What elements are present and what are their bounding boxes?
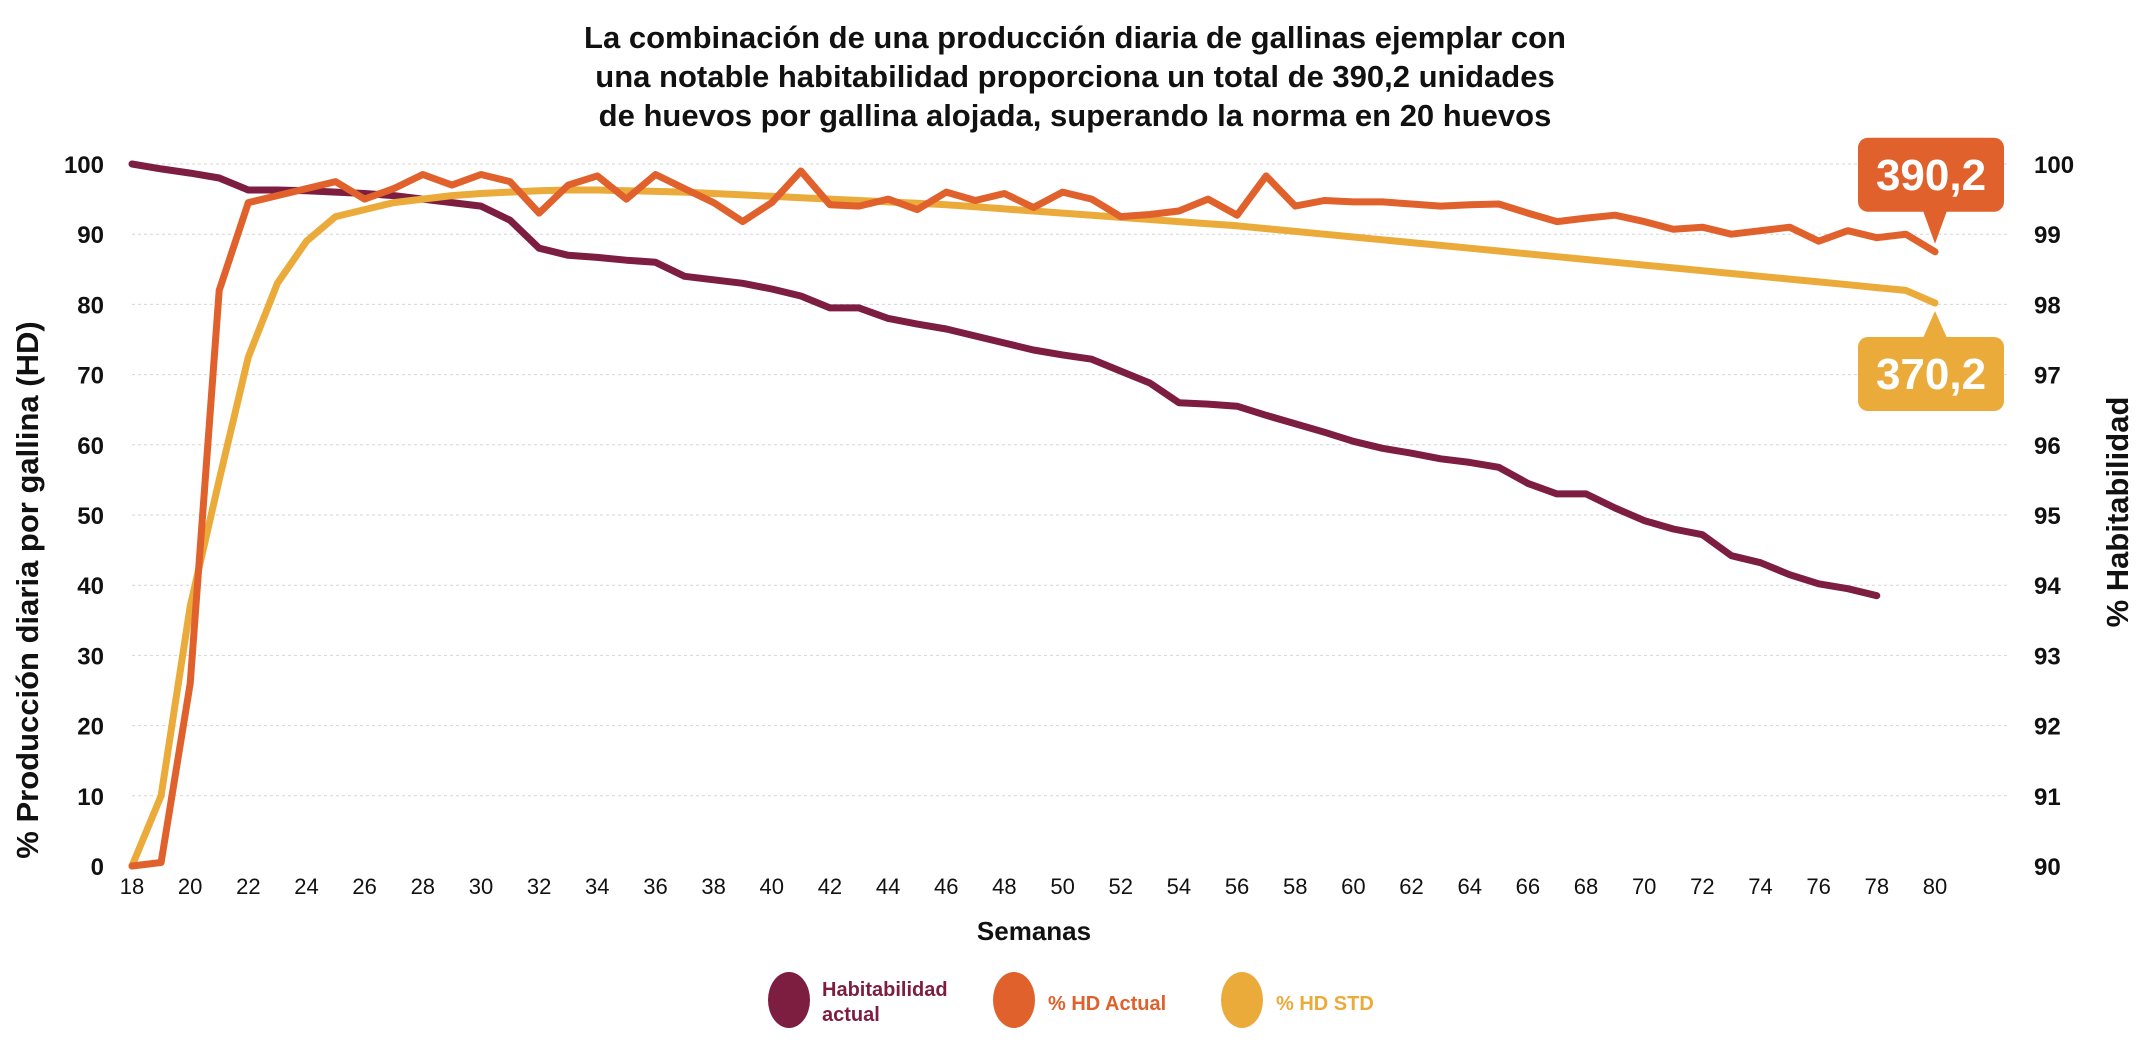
x-tick-label: 44: [876, 874, 900, 899]
y2-tick-label: 95: [2034, 503, 2061, 530]
x-tick-label: 68: [1574, 874, 1598, 899]
x-tick-label: 50: [1050, 874, 1074, 899]
title-line-2: una notable habitabilidad proporciona un…: [595, 59, 1554, 94]
x-tick-label: 70: [1632, 874, 1656, 899]
y-axis-left-title: % Producción diaria por gallina (HD): [10, 321, 45, 858]
x-tick-label: 58: [1283, 874, 1307, 899]
title-line-1: La combinación de una producción diaria …: [584, 20, 1566, 55]
x-tick-label: 42: [818, 874, 842, 899]
x-tick-label: 60: [1341, 874, 1365, 899]
callout-box: [1858, 137, 2004, 212]
callout-value: 370,2: [1876, 350, 1986, 399]
legend-item-hd-actual: % HD Actual: [993, 972, 1166, 1028]
x-tick-label: 54: [1167, 874, 1191, 899]
y2-tick-label: 99: [2034, 222, 2061, 249]
x-tick-label: 18: [120, 874, 144, 899]
legend-label-habitabilidad-line1: Habitabilidad: [822, 979, 948, 1001]
x-tick-label: 40: [760, 874, 784, 899]
y-tick-label: 20: [77, 714, 104, 741]
x-tick-label: 46: [934, 874, 958, 899]
y2-tick-label: 96: [2034, 433, 2061, 460]
legend-egg-icon-habitabilidad: [768, 972, 810, 1028]
x-tick-label: 56: [1225, 874, 1249, 899]
x-tick-label: 38: [701, 874, 725, 899]
legend-label-habitabilidad-line2: actual: [822, 1004, 880, 1026]
chart-title: La combinación de una producción diaria …: [584, 20, 1566, 133]
y-tick-label: 70: [77, 363, 104, 390]
x-tick-label: 74: [1748, 874, 1772, 899]
legend-egg-icon-hd-std: [1221, 972, 1263, 1028]
x-tick-label: 20: [178, 874, 202, 899]
y2-tick-label: 90: [2034, 854, 2061, 881]
legend-item-hd-std: % HD STD: [1221, 972, 1374, 1028]
y-axis-left-ticks: 0 10 20 30 40 50 60 70 80 90 100: [64, 152, 104, 881]
x-tick-label: 36: [643, 874, 667, 899]
x-tick-label: 76: [1806, 874, 1830, 899]
y-tick-label: 60: [77, 433, 104, 460]
y2-tick-label: 93: [2034, 643, 2061, 670]
x-tick-label: 64: [1457, 874, 1481, 899]
callout-pointer: [1923, 310, 1947, 338]
x-tick-label: 66: [1516, 874, 1540, 899]
y-tick-label: 90: [77, 222, 104, 249]
x-tick-label: 48: [992, 874, 1016, 899]
callouts: 390,2 370,2: [1858, 137, 2004, 411]
y2-tick-label: 100: [2034, 152, 2074, 179]
legend-label-hd-actual: % HD Actual: [1048, 993, 1166, 1015]
x-tick-label: 78: [1865, 874, 1889, 899]
title-line-3: de huevos por gallina alojada, superando…: [599, 98, 1552, 133]
callout-value: 390,2: [1876, 151, 1986, 200]
y-tick-label: 40: [77, 573, 104, 600]
y2-tick-label: 92: [2034, 714, 2061, 741]
x-tick-label: 80: [1923, 874, 1947, 899]
y-tick-label: 0: [91, 854, 104, 881]
legend: Habitabilidad actual % HD Actual % HD ST…: [768, 972, 1374, 1028]
y-tick-label: 10: [77, 784, 104, 811]
y2-tick-label: 97: [2034, 363, 2061, 390]
x-tick-label: 32: [527, 874, 551, 899]
y2-tick-label: 98: [2034, 292, 2061, 319]
y-tick-label: 50: [77, 503, 104, 530]
x-tick-label: 62: [1399, 874, 1423, 899]
legend-egg-icon-hd-actual: [993, 972, 1035, 1028]
y-axis-right-ticks: 90 91 92 93 94 95 96 97 98 99 100: [2034, 152, 2074, 881]
callout-pointer: [1923, 210, 1947, 244]
x-tick-label: 26: [352, 874, 376, 899]
y-tick-label: 80: [77, 292, 104, 319]
x-axis-ticks: 18 20 22 24 26 28 30 32 34 36 38 40 42 44 46 48 50 52 54 56…: [120, 874, 1947, 899]
callout-box: [1858, 336, 2004, 411]
legend-item-habitabilidad: Habitabilidad actual: [768, 972, 948, 1028]
x-axis-title: Semanas: [977, 916, 1091, 946]
x-tick-label: 52: [1108, 874, 1132, 899]
y-tick-label: 100: [64, 152, 104, 179]
series-lines: [128, 160, 1939, 870]
y-tick-label: 30: [77, 643, 104, 670]
x-tick-label: 22: [236, 874, 260, 899]
legend-label-hd-std: % HD STD: [1276, 993, 1374, 1015]
y2-tick-label: 91: [2034, 784, 2061, 811]
y2-tick-label: 94: [2034, 573, 2061, 600]
gridlines: [132, 163, 2010, 797]
x-tick-label: 72: [1690, 874, 1714, 899]
series-line-hd-actual: [128, 167, 1939, 870]
x-tick-label: 34: [585, 874, 609, 899]
series-line-habitabilidad: [128, 160, 1881, 600]
x-tick-label: 30: [469, 874, 493, 899]
y-axis-right-title: % Habitabilidad: [2100, 397, 2135, 628]
x-tick-label: 28: [411, 874, 435, 899]
x-tick-label: 24: [294, 874, 318, 899]
